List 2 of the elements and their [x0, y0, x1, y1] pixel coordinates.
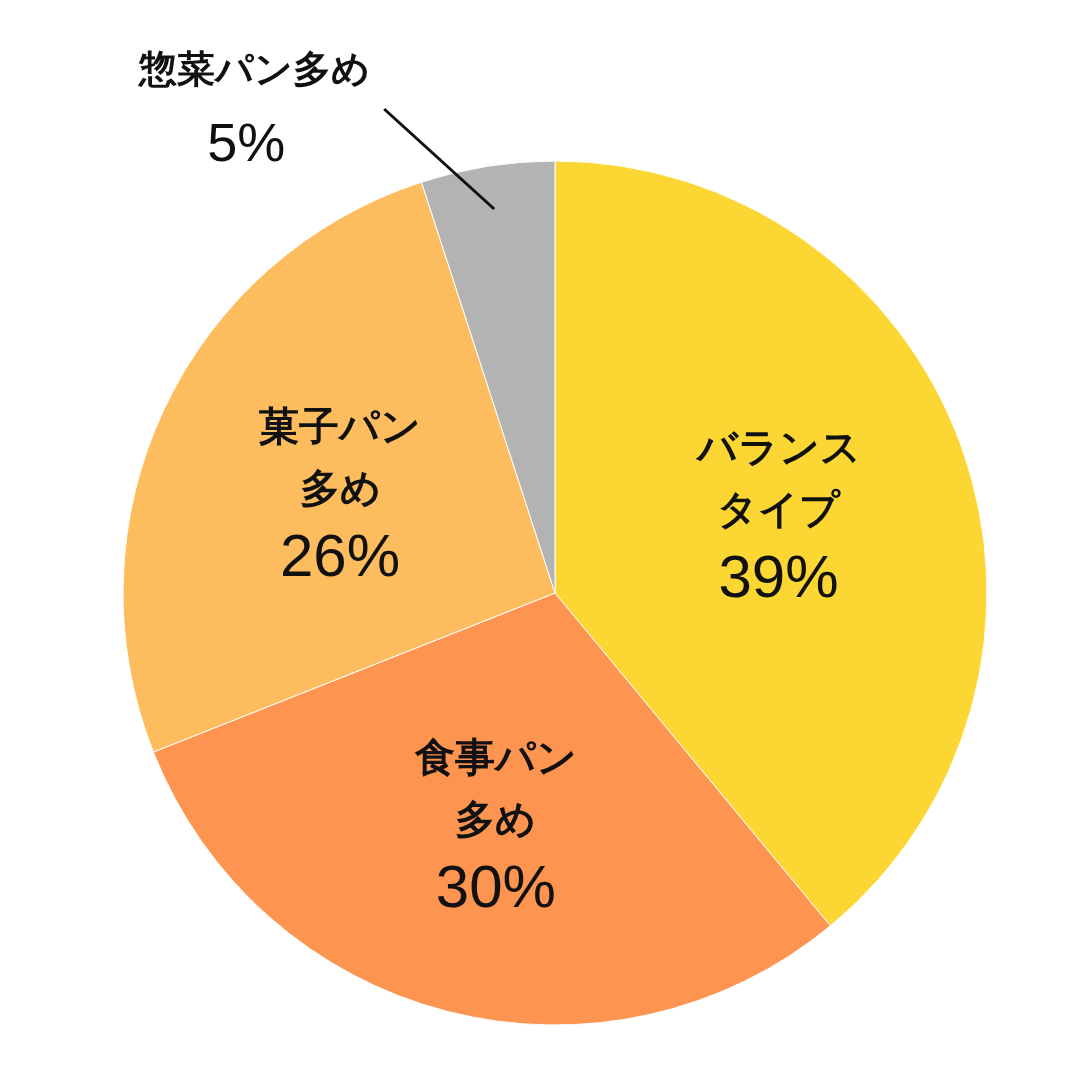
data-label: 5% [207, 111, 286, 172]
slice-label: 惣菜パン多め [136, 47, 370, 90]
